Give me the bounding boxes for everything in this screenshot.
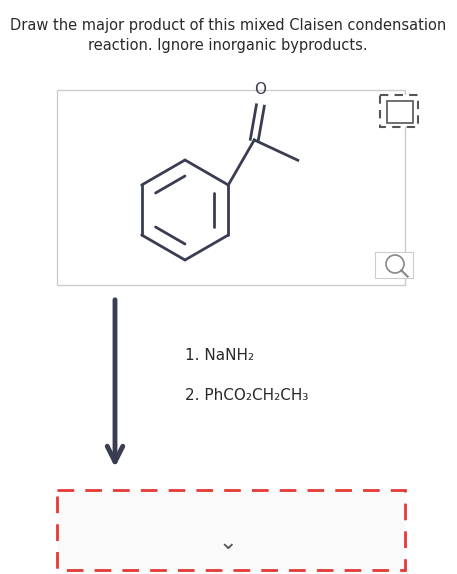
Text: ⌄: ⌄ (219, 533, 237, 553)
Text: reaction. Ignore inorganic byproducts.: reaction. Ignore inorganic byproducts. (88, 38, 368, 53)
Text: Draw the major product of this mixed Claisen condensation: Draw the major product of this mixed Cla… (10, 18, 446, 33)
Bar (380, 95, 418, 127)
Text: 2. PhCO₂CH₂CH₃: 2. PhCO₂CH₂CH₃ (185, 387, 308, 402)
Bar (57, 90, 405, 285)
Text: 1. NaNH₂: 1. NaNH₂ (185, 347, 254, 363)
Bar (375, 252, 413, 278)
Bar (57, 490, 405, 570)
Text: O: O (255, 83, 266, 98)
Bar (387, 101, 413, 123)
